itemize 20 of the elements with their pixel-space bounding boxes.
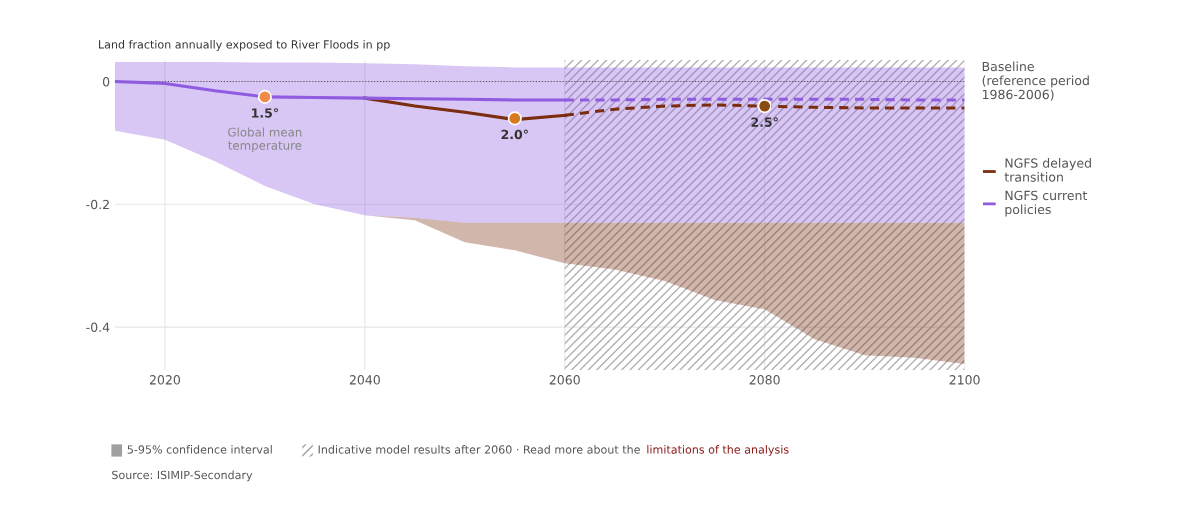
y-tick-label: -0.4	[86, 322, 110, 332]
annotation: 1.5°	[252, 108, 278, 118]
text: 5-95% confidence interval	[127, 445, 272, 454]
annotation: Global mean temperature	[228, 127, 302, 153]
y-axis-title: Land fraction annually exposed to River Floods in pp	[99, 40, 390, 51]
legend-label: NGFS delayed transition	[1004, 158, 1091, 182]
text: limitations of the analysis	[647, 445, 789, 456]
source-note: Source: ISIMIP-Secondary	[112, 470, 253, 482]
annotation: 2.5°	[751, 117, 778, 127]
y-tick-label: -0.2	[86, 199, 109, 210]
ref-line-label: Baseline (reference period 1986-2006)	[982, 61, 1089, 101]
x-tick-label: 2080	[749, 375, 780, 385]
text: Indicative model results after 2060 · Read more about the	[318, 445, 640, 454]
y-tick-label: 0	[102, 77, 110, 87]
x-tick-label: 2020	[149, 375, 180, 385]
x-tick-label: 2060	[549, 375, 580, 385]
annotation: 2.0°	[501, 129, 528, 140]
x-tick-label: 2100	[949, 375, 980, 385]
x-tick-label: 2040	[349, 375, 380, 385]
legend-label: NGFS current policies	[1005, 190, 1088, 217]
